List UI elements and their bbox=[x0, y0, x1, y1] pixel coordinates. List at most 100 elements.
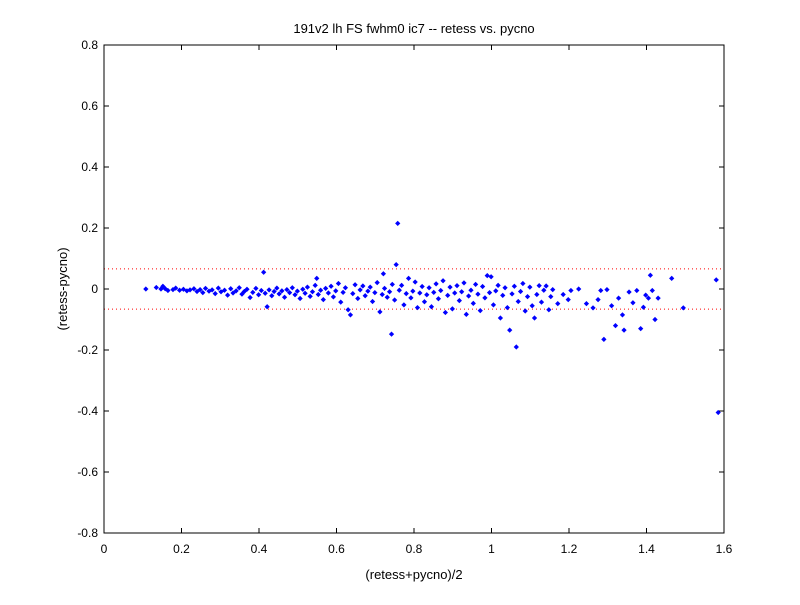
data-point bbox=[212, 290, 218, 297]
data-point bbox=[335, 280, 342, 287]
data-point bbox=[655, 295, 661, 301]
data-point bbox=[482, 295, 488, 301]
data-point bbox=[333, 288, 339, 294]
data-point bbox=[454, 283, 460, 289]
data-point bbox=[520, 280, 526, 287]
data-point bbox=[630, 300, 636, 306]
data-point bbox=[352, 282, 358, 288]
data-point bbox=[241, 288, 247, 295]
data-point bbox=[634, 287, 640, 294]
data-point bbox=[307, 293, 313, 299]
data-point bbox=[266, 287, 272, 293]
data-point bbox=[228, 286, 234, 292]
data-point bbox=[488, 274, 494, 280]
data-point bbox=[522, 308, 528, 314]
data-point bbox=[456, 297, 462, 304]
data-point bbox=[408, 295, 414, 301]
data-point bbox=[143, 286, 149, 292]
data-point bbox=[345, 307, 351, 313]
data-point bbox=[440, 278, 446, 284]
data-point bbox=[350, 290, 356, 297]
data-point bbox=[524, 294, 531, 300]
data-point bbox=[612, 322, 619, 329]
data-point bbox=[536, 283, 542, 289]
data-point bbox=[590, 305, 596, 311]
data-point bbox=[393, 261, 399, 268]
data-point bbox=[513, 344, 519, 350]
data-point bbox=[312, 282, 318, 288]
x-tick-label: 1.2 bbox=[561, 542, 578, 556]
data-point bbox=[250, 289, 256, 295]
data-point bbox=[442, 309, 449, 316]
data-point bbox=[372, 290, 378, 296]
data-point bbox=[323, 285, 329, 292]
data-point bbox=[466, 293, 472, 299]
data-point bbox=[258, 287, 264, 294]
data-point bbox=[449, 306, 455, 312]
data-point bbox=[619, 312, 626, 318]
data-point bbox=[367, 284, 373, 290]
data-point bbox=[550, 286, 556, 293]
data-point bbox=[384, 294, 390, 300]
x-tick-label: 1.6 bbox=[716, 542, 733, 556]
data-point bbox=[595, 297, 601, 303]
data-point bbox=[484, 272, 490, 279]
data-point bbox=[309, 289, 316, 295]
data-point bbox=[396, 287, 402, 293]
data-point bbox=[470, 300, 476, 306]
data-point bbox=[626, 289, 632, 295]
data-points bbox=[143, 220, 721, 416]
data-point bbox=[253, 285, 259, 292]
data-point bbox=[543, 283, 549, 289]
data-point bbox=[165, 287, 171, 294]
data-point bbox=[555, 301, 561, 307]
data-point bbox=[379, 291, 385, 298]
y-tick-label: -0.4 bbox=[77, 404, 98, 418]
data-point bbox=[431, 289, 437, 295]
data-point bbox=[643, 292, 649, 298]
data-point bbox=[262, 290, 268, 296]
y-tick-label: 0.6 bbox=[81, 99, 98, 113]
data-point bbox=[274, 285, 280, 291]
data-point bbox=[531, 315, 538, 321]
data-point bbox=[202, 285, 209, 292]
data-point bbox=[381, 285, 388, 292]
data-point bbox=[405, 275, 412, 281]
data-point bbox=[320, 297, 326, 303]
data-point bbox=[330, 294, 337, 300]
y-axis-ticks: -0.8 -0.6 -0.4 -0.2 0 0.2 0.4 0.6 0.8 bbox=[77, 38, 724, 540]
data-point bbox=[342, 285, 349, 291]
data-point bbox=[340, 289, 346, 295]
data-point bbox=[239, 291, 245, 297]
data-point bbox=[507, 327, 513, 333]
data-point bbox=[221, 287, 228, 293]
data-point bbox=[615, 295, 622, 301]
data-point bbox=[357, 287, 363, 293]
data-point bbox=[452, 290, 458, 296]
data-point bbox=[347, 312, 354, 318]
y-tick-label: -0.2 bbox=[77, 343, 98, 357]
data-point bbox=[374, 279, 380, 286]
data-point bbox=[395, 220, 401, 227]
data-point bbox=[495, 282, 501, 288]
data-point bbox=[276, 291, 282, 297]
data-point bbox=[292, 292, 298, 298]
x-tick-label: 1.4 bbox=[638, 542, 655, 556]
data-point bbox=[445, 292, 451, 299]
data-point bbox=[328, 283, 334, 289]
data-point bbox=[652, 316, 658, 323]
data-point bbox=[230, 290, 236, 296]
data-point bbox=[680, 305, 686, 311]
x-axis-ticks: 0 0.2 0.4 0.6 0.8 1 1.2 1.4 1.6 bbox=[101, 45, 733, 556]
data-point bbox=[414, 304, 421, 311]
data-point bbox=[255, 292, 262, 298]
data-point bbox=[286, 290, 293, 296]
data-point bbox=[649, 287, 655, 294]
data-point bbox=[236, 285, 242, 291]
x-tick-label: 1 bbox=[488, 542, 495, 556]
data-point bbox=[369, 298, 376, 305]
data-point bbox=[568, 287, 574, 294]
data-point bbox=[517, 288, 524, 295]
data-point bbox=[173, 285, 179, 291]
